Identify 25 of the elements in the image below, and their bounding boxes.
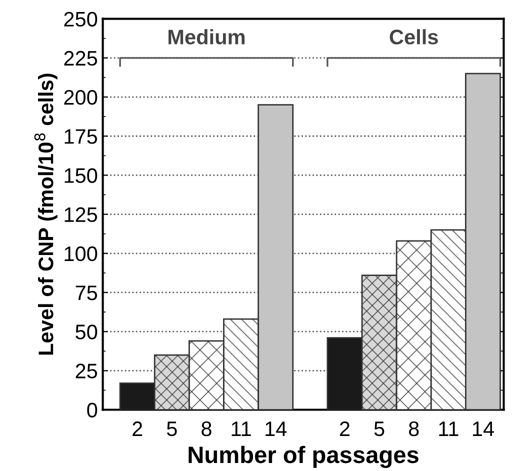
y-tick-label: 125: [64, 207, 98, 222]
annotation: Cells: [390, 29, 438, 44]
x-tick-label: 11: [439, 422, 458, 436]
x-tick-label: 2: [340, 421, 350, 436]
x-tick-label: 14: [266, 422, 287, 436]
y-tick-label: 250: [64, 12, 98, 27]
y-tick-label: 100: [64, 246, 98, 262]
x-tick-label: 8: [202, 421, 212, 436]
y-tick-label: 225: [64, 50, 98, 66]
annotation: Medium: [168, 29, 245, 44]
x-tick-label: 5: [166, 422, 177, 436]
y-axis-title: Level of CNP (fmol/10$^{8}$ cells): [34, 74, 58, 355]
y-tick-label: 25: [76, 364, 98, 378]
y-tick-label: 75: [76, 286, 98, 300]
x-tick-label: 11: [232, 422, 251, 436]
y-tick-label: 150: [64, 168, 98, 183]
x-tick-label: 2: [132, 421, 142, 436]
x-axis-title: Number of passages: [188, 446, 418, 468]
y-tick-label: 0: [87, 402, 98, 418]
x-tick-label: 8: [408, 421, 419, 436]
x-tick-label: 5: [374, 422, 384, 436]
y-tick-label: 200: [64, 90, 98, 105]
x-tick-label: 14: [472, 422, 494, 436]
y-tick-label: 50: [76, 324, 98, 340]
y-tick-label: 175: [64, 129, 98, 144]
